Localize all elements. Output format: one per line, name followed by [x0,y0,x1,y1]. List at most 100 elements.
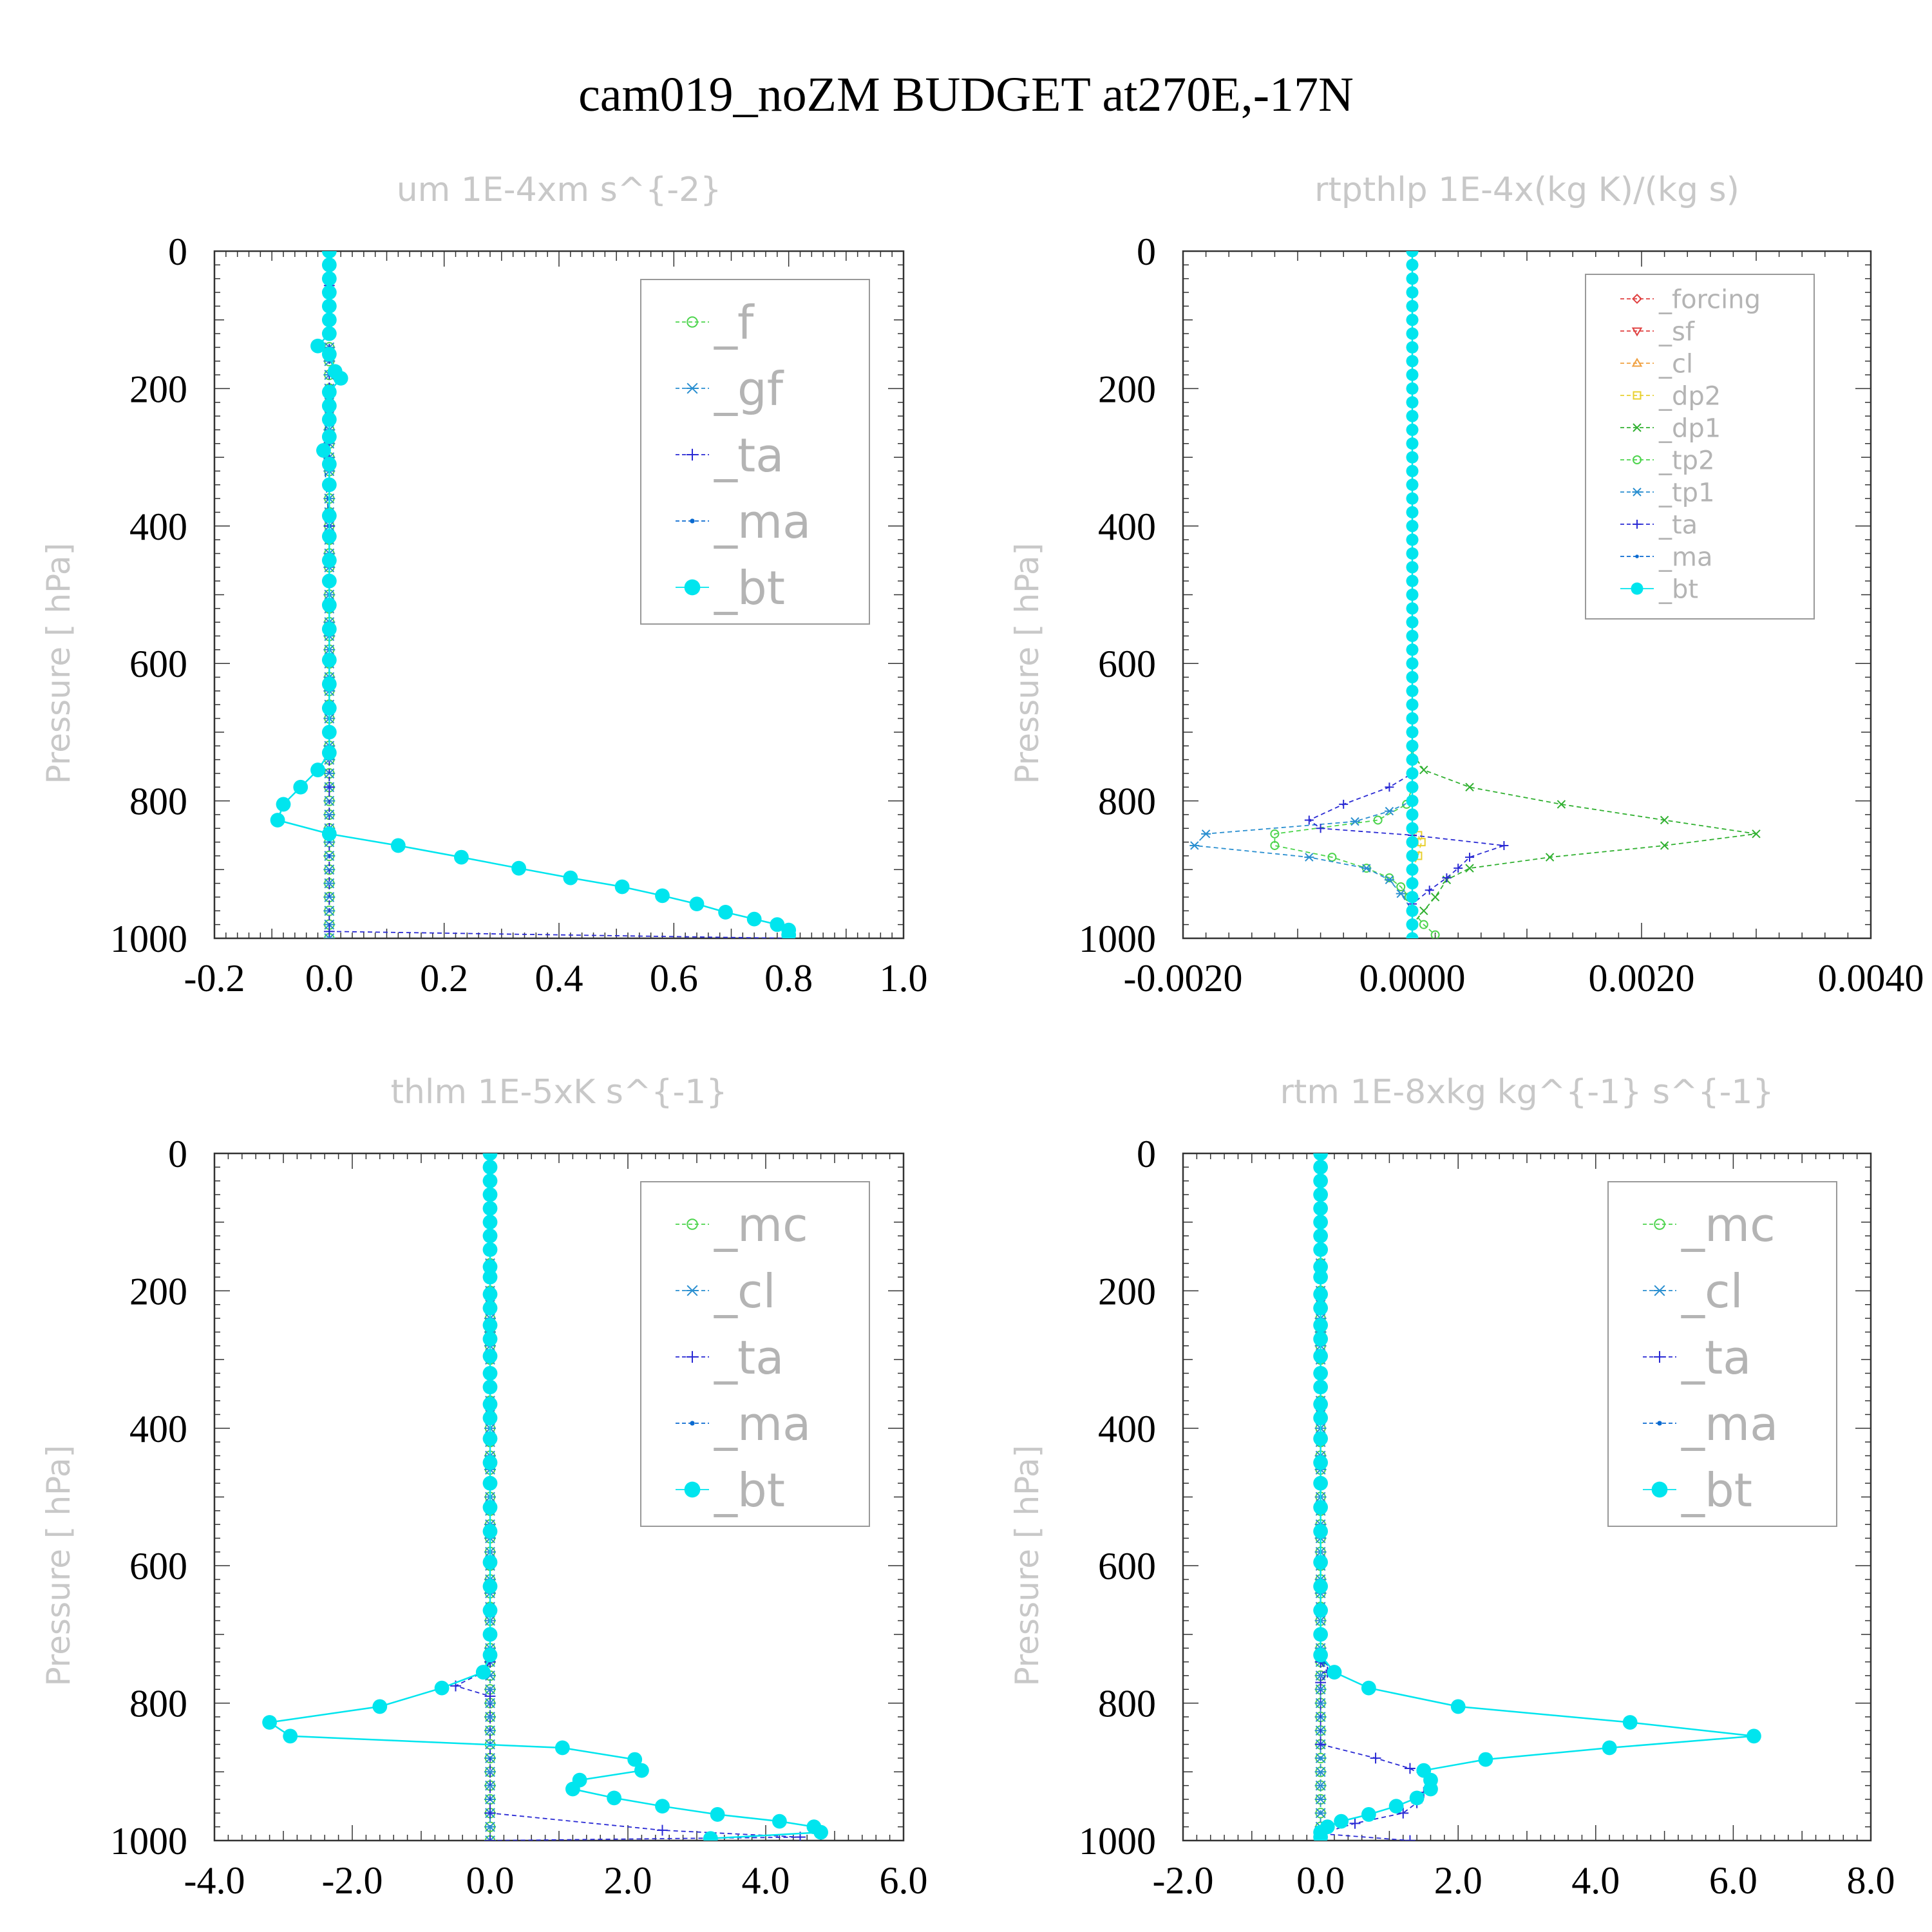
data-point [1406,464,1419,477]
panel-title: um 1E-4xm s^{-2} [397,171,722,209]
data-point [1313,1500,1328,1515]
data-point [321,285,337,300]
data-point [772,1814,787,1829]
data-point [1361,1807,1376,1822]
data-point [310,338,325,354]
legend-label: _ta [714,1331,784,1385]
data-point [634,1763,649,1778]
data-point [321,412,337,427]
data-point [475,1665,491,1680]
x-tick-label: 4.0 [742,1859,790,1902]
data-point [614,879,630,895]
y-tick-label: 200 [129,1270,187,1312]
x-tick-label: 0.4 [535,957,583,999]
data-point [333,370,348,386]
data-point [1270,829,1280,838]
data-point [1406,849,1419,862]
data-point [321,701,337,715]
data-point [1406,836,1419,849]
x-tick-label: 4.0 [1571,1859,1620,1902]
data-point [321,724,337,740]
data-point [1419,765,1428,775]
data-point [1385,782,1394,792]
y-tick-label: 0 [1137,1133,1156,1175]
data-point [554,1740,570,1756]
data-point [323,810,336,820]
data-point [482,1431,498,1446]
y-tick-label: 600 [129,643,187,685]
data-point [1313,1300,1328,1316]
legend-label: _mc [714,1198,808,1252]
data-point [482,1524,498,1539]
panel-3: thlm 1E-5xK s^{-1} Pressure [ hPa] -4.0 -2.… [40,1073,928,1902]
data-point [1334,1814,1349,1829]
data-point [484,1684,496,1695]
data-point [1406,327,1419,340]
data-point [1313,1173,1328,1189]
legend-marker [684,1481,701,1498]
data-point [482,1242,498,1257]
data-point [1270,840,1280,850]
legend-label: _ma [1681,1397,1778,1451]
x-tick-label: -4.0 [184,1859,245,1902]
data-point [1406,767,1419,780]
data-point [689,896,705,912]
legend: _mc _cl _ta _ma _bt [1607,1181,1837,1527]
data-point [1313,1200,1328,1216]
data-point [1752,829,1761,838]
data-point [482,1455,498,1470]
y-tick-label: 1000 [110,918,187,960]
legend-item: _bt [676,1463,785,1517]
data-point [482,1331,498,1347]
data-point [1313,1475,1328,1491]
data-point [1314,1780,1327,1791]
data-point [1406,299,1419,312]
legend-label: _gf [714,362,784,416]
data-point [484,1712,496,1722]
panel-title: thlm 1E-5xK s^{-1} [391,1073,728,1112]
data-point [323,933,336,938]
data-point [484,1698,496,1709]
legend-marker [686,1350,699,1363]
minor-ticks [1182,251,1871,939]
data-point [1406,904,1419,917]
data-point [1313,1153,1328,1161]
legend-item: _cl [1643,1264,1743,1318]
legend-label: _bt [714,561,785,615]
figure-title: cam019_noZM BUDGET at270E,-17N [578,68,1354,122]
data-point [1406,891,1419,904]
legend-label: _f [714,296,755,350]
data-point [1406,602,1419,615]
legend-item: _bt [676,561,785,615]
data-point [321,398,337,413]
x-tick-label: 0.0020 [1589,957,1695,999]
data-point [1406,355,1419,368]
data-point [310,762,325,777]
data-point [1406,492,1419,505]
legend-label: _cl [714,1264,776,1318]
data-point [1406,437,1419,450]
legend-label: _cl [1681,1264,1743,1318]
panel-4: rtm 1E-8xkg kg^{-1} s^{-1} Pressure [ hPa… [1009,1073,1895,1902]
data-point [321,326,337,341]
data-point [1313,1187,1328,1202]
legend-marker [686,448,699,461]
x-tick-label: 0.2 [420,957,468,999]
data-point [1313,1318,1328,1333]
data-point [1409,1790,1425,1806]
legend-item: _ta [676,428,784,482]
y-tick-label: 400 [129,506,187,548]
data-point [1361,1680,1376,1696]
data-point [482,1603,498,1618]
y-tick-label: 1000 [1079,1820,1156,1862]
legend-item: _bt [1620,574,1698,604]
data-point [1406,671,1419,684]
legend-marker [690,1421,695,1426]
data-point [1602,1740,1617,1756]
series-layer [1313,1153,1761,1841]
data-point [321,384,337,400]
panel-title: rtm 1E-8xkg kg^{-1} s^{-1} [1280,1073,1774,1112]
data-point [813,1824,828,1840]
data-point [321,573,337,589]
